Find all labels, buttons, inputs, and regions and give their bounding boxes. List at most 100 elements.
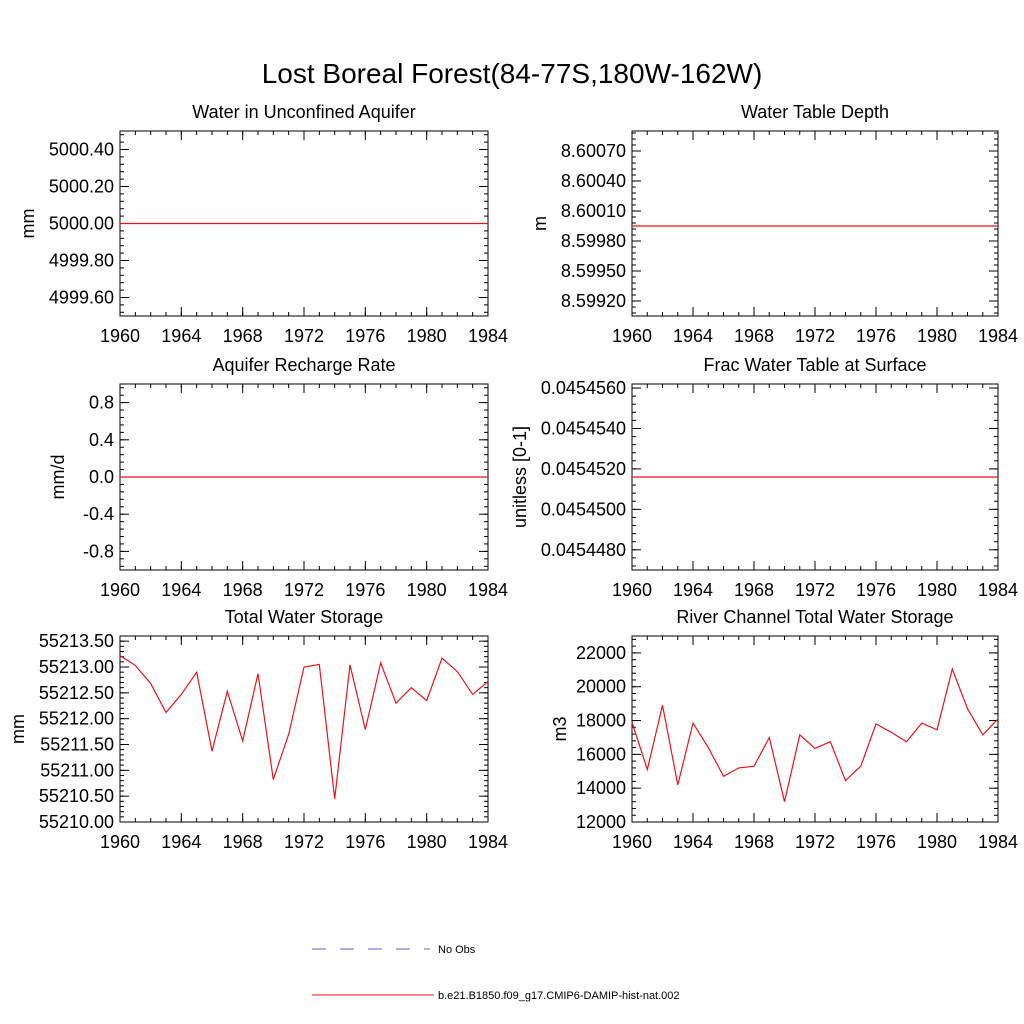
x-tick-label: 1984 [978, 580, 1018, 600]
y-tick-label: 0.0454540 [541, 418, 626, 438]
x-tick-label: 1984 [468, 580, 508, 600]
y-tick-label: 55213.00 [39, 657, 114, 677]
panel-river-channel-storage: River Channel Total Water Storage 1960 196… [550, 607, 1018, 852]
y-tick-label: 0.8 [89, 393, 114, 413]
y-tick-label: -0.4 [83, 504, 114, 524]
y-tick-label: 5000.40 [49, 140, 114, 160]
x-tick-label: 1968 [734, 832, 774, 852]
x-tick-label: 1980 [407, 832, 447, 852]
y-axis-label: m [530, 216, 550, 231]
x-tick-label: 1980 [917, 580, 957, 600]
y-tick-label: 16000 [576, 744, 626, 764]
x-tick-label: 1968 [223, 832, 263, 852]
x-tick-label: 1972 [795, 326, 835, 346]
x-tick-label: 1972 [795, 832, 835, 852]
series-line [631, 667, 999, 802]
panel-title: River Channel Total Water Storage [676, 607, 953, 627]
x-tick-label: 1964 [161, 832, 201, 852]
x-tick-label: 1964 [161, 580, 201, 600]
x-tick-label: 1960 [612, 580, 652, 600]
x-tick-label: 1964 [673, 832, 713, 852]
x-tick-label: 1968 [734, 580, 774, 600]
x-tick-label: 1968 [223, 326, 263, 346]
plot-frame [119, 635, 489, 823]
x-tick-label: 1968 [223, 580, 263, 600]
legend-label-no-obs: No Obs [438, 944, 476, 956]
y-tick-label: 8.59950 [561, 261, 626, 281]
x-tick-label: 1976 [345, 832, 385, 852]
legend: No Obs b.e21.B1850.f09_g17.CMIP6-DAMIP-h… [312, 944, 680, 1002]
y-axis-label: unitless [0-1] [510, 426, 530, 528]
x-tick-label: 1984 [978, 326, 1018, 346]
x-tick-label: 1976 [345, 326, 385, 346]
x-tick-label: 1984 [468, 832, 508, 852]
x-tick-label: 1960 [100, 326, 140, 346]
x-tick-label: 1980 [407, 580, 447, 600]
y-tick-label: 0.0454480 [541, 540, 626, 560]
x-tick-label: 1980 [917, 326, 957, 346]
plot-frame [631, 635, 999, 823]
y-tick-label: 22000 [576, 643, 626, 663]
panel-title: Frac Water Table at Surface [703, 355, 926, 375]
panel-aquifer-recharge: Aquifer Recharge Rate 1960 1964 1968 1972 197… [48, 355, 508, 600]
y-tick-label: 12000 [576, 812, 626, 832]
y-tick-label: 20000 [576, 677, 626, 697]
x-tick-label: 1984 [468, 326, 508, 346]
x-tick-label: 1976 [856, 832, 896, 852]
series-line [119, 655, 489, 799]
panel-water-table-depth: Water Table Depth 1960 1964 1968 1972 1976 198… [530, 102, 1018, 346]
panel-unconfined-aquifer: Water in Unconfined Aquifer 1960 1964 1968 1… [18, 102, 508, 346]
x-tick-label: 1984 [978, 832, 1018, 852]
y-tick-label: 5000.00 [49, 214, 114, 234]
y-tick-label: 55213.50 [39, 631, 114, 651]
y-axis-label: mm/d [48, 455, 68, 500]
x-tick-label: 1960 [100, 580, 140, 600]
panels-group: Water in Unconfined Aquifer 1960 1964 1968 1… [8, 102, 1018, 852]
y-tick-label: 5000.20 [49, 177, 114, 197]
x-tick-label: 1960 [100, 832, 140, 852]
y-tick-label: 4999.60 [49, 288, 114, 308]
y-tick-label: 0.0454520 [541, 459, 626, 479]
y-tick-label: 14000 [576, 778, 626, 798]
y-tick-label: 55211.50 [40, 735, 114, 755]
legend-label-model-run: b.e21.B1850.f09_g17.CMIP6-DAMIP-hist-nat… [438, 990, 680, 1002]
y-tick-label: -0.8 [83, 541, 114, 561]
y-tick-label: 55211.00 [40, 760, 114, 780]
y-tick-label: 55210.00 [39, 812, 114, 832]
x-tick-label: 1964 [673, 326, 713, 346]
x-tick-label: 1968 [734, 326, 774, 346]
x-tick-label: 1964 [161, 326, 201, 346]
panel-frac-water-table: Frac Water Table at Surface 1960 1964 1968 1… [510, 355, 1018, 600]
panel-title: Total Water Storage [225, 607, 383, 627]
x-tick-label: 1960 [612, 832, 652, 852]
x-tick-label: 1972 [795, 580, 835, 600]
y-tick-label: 8.59980 [561, 231, 626, 251]
y-tick-label: 8.60010 [561, 201, 626, 221]
y-axis-label: mm [18, 209, 38, 239]
x-tick-label: 1972 [284, 832, 324, 852]
x-tick-label: 1976 [345, 580, 385, 600]
figure-title: Lost Boreal Forest(84-77S,180W-162W) [262, 58, 763, 89]
y-tick-label: 0.0454560 [541, 378, 626, 398]
y-tick-label: 8.60040 [561, 171, 626, 191]
y-tick-label: 18000 [576, 711, 626, 731]
y-axis-label: mm [8, 714, 28, 744]
y-tick-label: 8.60070 [561, 141, 626, 161]
y-axis-label: m3 [550, 716, 570, 741]
y-tick-label: 0.4 [89, 430, 114, 450]
y-tick-label: 8.59920 [561, 291, 626, 311]
x-tick-label: 1980 [407, 326, 447, 346]
panel-title: Water in Unconfined Aquifer [192, 102, 415, 122]
x-tick-label: 1980 [917, 832, 957, 852]
y-tick-label: 0.0 [89, 467, 114, 487]
x-tick-label: 1960 [612, 326, 652, 346]
x-tick-label: 1972 [284, 580, 324, 600]
x-tick-label: 1964 [673, 580, 713, 600]
x-tick-label: 1972 [284, 326, 324, 346]
x-tick-label: 1976 [856, 580, 896, 600]
x-tick-label: 1976 [856, 326, 896, 346]
y-tick-label: 4999.80 [49, 251, 114, 271]
y-tick-label: 0.0454500 [541, 499, 626, 519]
plot-frame [631, 130, 999, 317]
